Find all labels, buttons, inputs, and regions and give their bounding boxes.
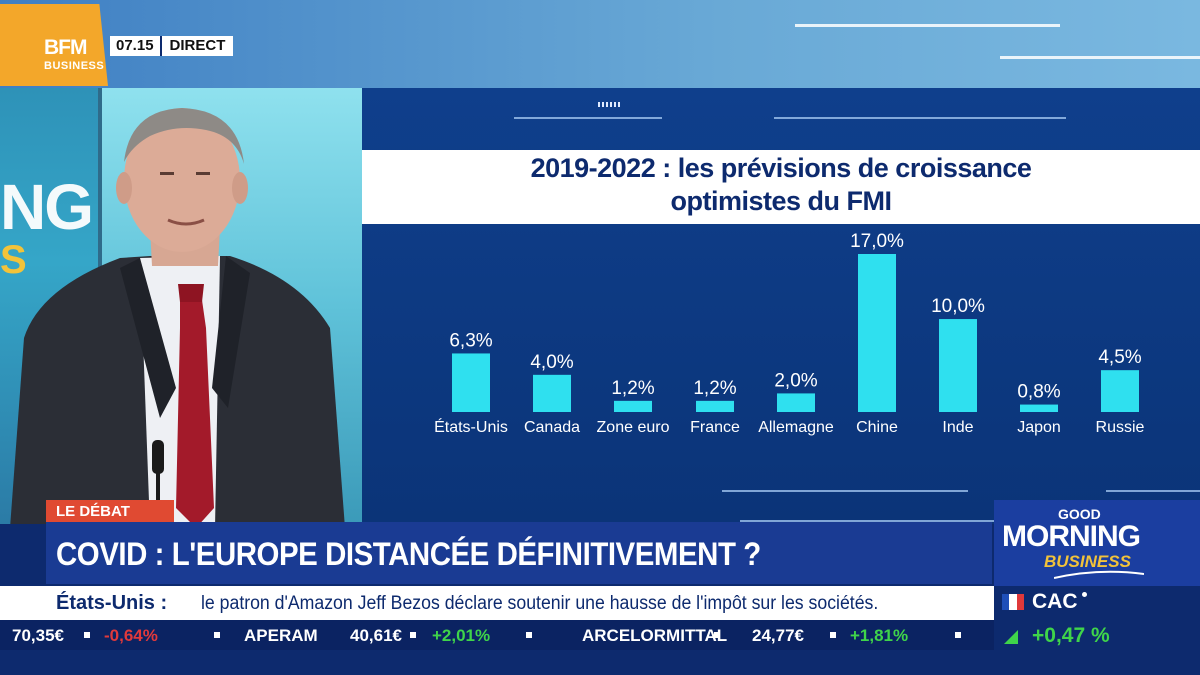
bar-5	[858, 254, 896, 412]
ticker-separator	[526, 632, 532, 638]
bar-value-label: 0,8%	[1017, 382, 1060, 403]
ticker-item: ARCELORMITTAL	[582, 626, 728, 645]
logo-word-bfm: BFM	[44, 36, 87, 59]
studio-backdrop-text: S	[0, 238, 27, 282]
bar-value-label: 6,3%	[449, 330, 492, 351]
live-label: DIRECT	[161, 36, 234, 56]
bar-value-label: 2,0%	[774, 370, 817, 391]
category-label: Zone euro	[597, 419, 670, 436]
bar-value-label: 4,0%	[530, 352, 573, 373]
ticker-item: -0,64%	[104, 626, 158, 645]
ticker-item: APERAM	[244, 626, 318, 645]
presenter-figure	[10, 108, 345, 524]
decorative-line	[1000, 56, 1200, 59]
category-label: Allemagne	[758, 419, 834, 436]
headline-bar: COVID : L'EUROPE DISTANCÉE DÉFINITIVEMEN…	[46, 522, 992, 584]
news-message: le patron d'Amazon Jeff Bezos déclare so…	[201, 593, 879, 614]
bar-value-label: 1,2%	[611, 378, 654, 399]
broadcast-time: 07.15	[110, 36, 162, 56]
category-label: Russie	[1096, 419, 1145, 436]
chart-panel: 2019-2022 : les prévisions de croissance…	[362, 88, 1200, 524]
show-brand-morning: MORNING	[1002, 520, 1141, 553]
bar-value-label: 17,0%	[850, 231, 904, 252]
news-source: États-Unis :	[56, 592, 168, 614]
ticker-item: +2,01%	[432, 626, 491, 645]
debate-tag: LE DÉBAT	[46, 500, 174, 522]
bottom-band	[0, 650, 994, 675]
decorative-line	[774, 117, 1066, 119]
category-label: Inde	[942, 419, 973, 436]
category-label: France	[690, 419, 740, 436]
ticker-separator	[214, 632, 220, 638]
decorative-line	[740, 520, 1080, 522]
category-label: Japon	[1017, 419, 1061, 436]
bar-1	[533, 374, 571, 412]
ticker-item: +1,81%	[850, 626, 909, 645]
bar-value-label: 10,0%	[931, 296, 985, 317]
chart-title-line2: optimistes du FMI	[670, 186, 893, 216]
decorative-line	[1106, 490, 1200, 492]
stock-ticker: 70,35€ -0,64% APERAM 40,61€ +2,01% ARCELORMIT…	[0, 620, 994, 650]
studio-camera-view: NG S	[0, 88, 362, 524]
ticker-item: 40,61€	[350, 626, 402, 645]
ticker-item: 70,35€	[12, 626, 64, 645]
bar-7	[1020, 404, 1058, 412]
bar-8	[1101, 370, 1139, 412]
french-flag-icon	[1002, 594, 1024, 610]
index-dot-icon	[1082, 592, 1087, 597]
chart-title-box: 2019-2022 : les prévisions de croissance…	[362, 150, 1200, 224]
show-brand-business: BUSINESS	[1044, 552, 1131, 571]
decorative-line	[514, 117, 662, 119]
decorative-dots	[598, 102, 620, 107]
trend-up-icon	[1004, 630, 1018, 644]
category-label: Chine	[856, 419, 898, 436]
ticker-separator	[830, 632, 836, 638]
bar-value-label: 4,5%	[1098, 347, 1141, 368]
headline-text: COVID : L'EUROPE DISTANCÉE DÉFINITIVEMEN…	[56, 536, 761, 572]
category-label: États-Unis	[434, 417, 508, 436]
ticker-separator	[714, 632, 720, 638]
bfm-business-logo: BFM BUSINESS	[0, 4, 108, 86]
chart-title-line1: 2019-2022 : les prévisions de croissance	[530, 153, 1032, 183]
bar-value-label: 1,2%	[693, 378, 736, 399]
bar-3	[696, 400, 734, 412]
bar-0	[452, 353, 490, 412]
show-brand-good: GOOD	[1058, 506, 1101, 522]
ticker-separator	[955, 632, 961, 638]
index-name: CAC	[1032, 590, 1078, 613]
category-label: Canada	[524, 419, 580, 436]
growth-forecast-bar-chart: 6,3% États-Unis 4,0% Canada 1,2% Zone euro 1,2…	[434, 231, 1145, 436]
ticker-item: 24,77€	[752, 626, 804, 645]
decorative-line	[722, 490, 968, 492]
index-box: CAC +0,47 %	[994, 586, 1200, 675]
bar-2	[614, 400, 652, 412]
news-ticker: États-Unis : le patron d'Amazon Jeff Bez…	[0, 586, 994, 620]
index-change: +0,47 %	[1032, 624, 1110, 647]
bar-4	[777, 393, 815, 412]
time-live-badge: 07.15 DIRECT	[110, 36, 234, 56]
studio-backdrop-text: NG	[0, 171, 94, 243]
logo-word-business: BUSINESS	[44, 60, 105, 72]
ticker-separator	[84, 632, 90, 638]
bar-6	[939, 319, 977, 412]
ticker-separator	[410, 632, 416, 638]
swoosh-icon	[1054, 570, 1144, 579]
decorative-line	[795, 24, 1060, 27]
